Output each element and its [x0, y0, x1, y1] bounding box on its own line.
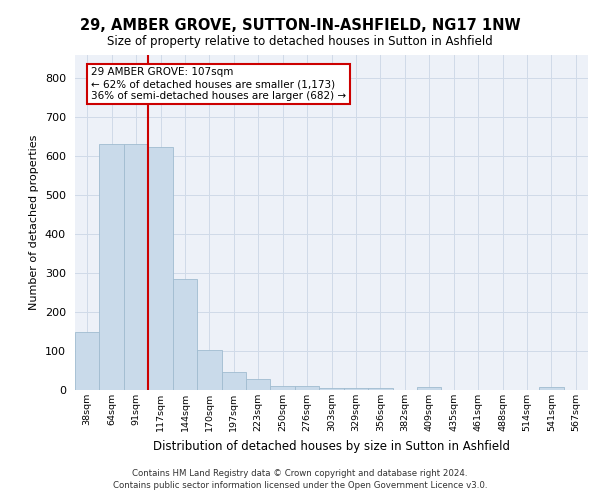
Bar: [344, 388, 368, 390]
Text: 29, AMBER GROVE, SUTTON-IN-ASHFIELD, NG17 1NW: 29, AMBER GROVE, SUTTON-IN-ASHFIELD, NG1…: [80, 18, 520, 32]
Y-axis label: Number of detached properties: Number of detached properties: [29, 135, 39, 310]
Bar: [75, 332, 100, 390]
Bar: [148, 146, 173, 390]
Bar: [368, 388, 392, 390]
Text: Contains HM Land Registry data © Crown copyright and database right 2024.: Contains HM Land Registry data © Crown c…: [132, 468, 468, 477]
Text: Contains public sector information licensed under the Open Government Licence v3: Contains public sector information licen…: [113, 481, 487, 490]
Bar: [271, 386, 295, 390]
Bar: [319, 388, 344, 390]
Text: 29 AMBER GROVE: 107sqm
← 62% of detached houses are smaller (1,173)
36% of semi-: 29 AMBER GROVE: 107sqm ← 62% of detached…: [91, 68, 346, 100]
Bar: [295, 386, 319, 390]
Bar: [417, 387, 442, 390]
Bar: [221, 372, 246, 390]
Bar: [124, 144, 148, 390]
Bar: [100, 144, 124, 390]
Text: Size of property relative to detached houses in Sutton in Ashfield: Size of property relative to detached ho…: [107, 35, 493, 48]
Bar: [197, 350, 221, 390]
Bar: [539, 387, 563, 390]
X-axis label: Distribution of detached houses by size in Sutton in Ashfield: Distribution of detached houses by size …: [153, 440, 510, 452]
Bar: [173, 278, 197, 390]
Bar: [246, 378, 271, 390]
